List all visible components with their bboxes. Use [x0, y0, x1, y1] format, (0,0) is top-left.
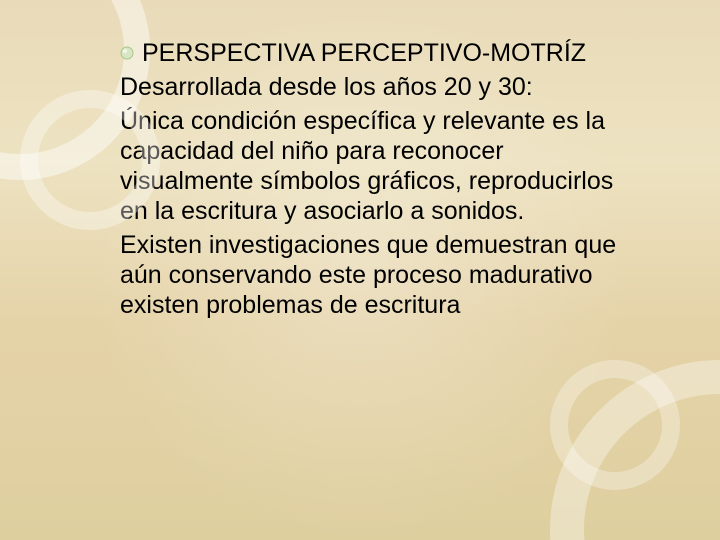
- slide: PERSPECTIVA PERCEPTIVO-MOTRÍZ Desarrolla…: [0, 0, 720, 540]
- body-paragraph: Desarrollada desde los años 20 y 30:: [120, 72, 640, 102]
- body-paragraph: Existen investigaciones que demuestran q…: [120, 230, 640, 320]
- title-row: PERSPECTIVA PERCEPTIVO-MOTRÍZ: [120, 38, 640, 68]
- slide-title: PERSPECTIVA PERCEPTIVO-MOTRÍZ: [142, 38, 586, 68]
- decor-circle: [550, 360, 680, 490]
- body-paragraph: Única condición específica y relevante e…: [120, 106, 640, 226]
- bullet-icon: [120, 46, 134, 65]
- content-area: PERSPECTIVA PERCEPTIVO-MOTRÍZ Desarrolla…: [120, 38, 640, 320]
